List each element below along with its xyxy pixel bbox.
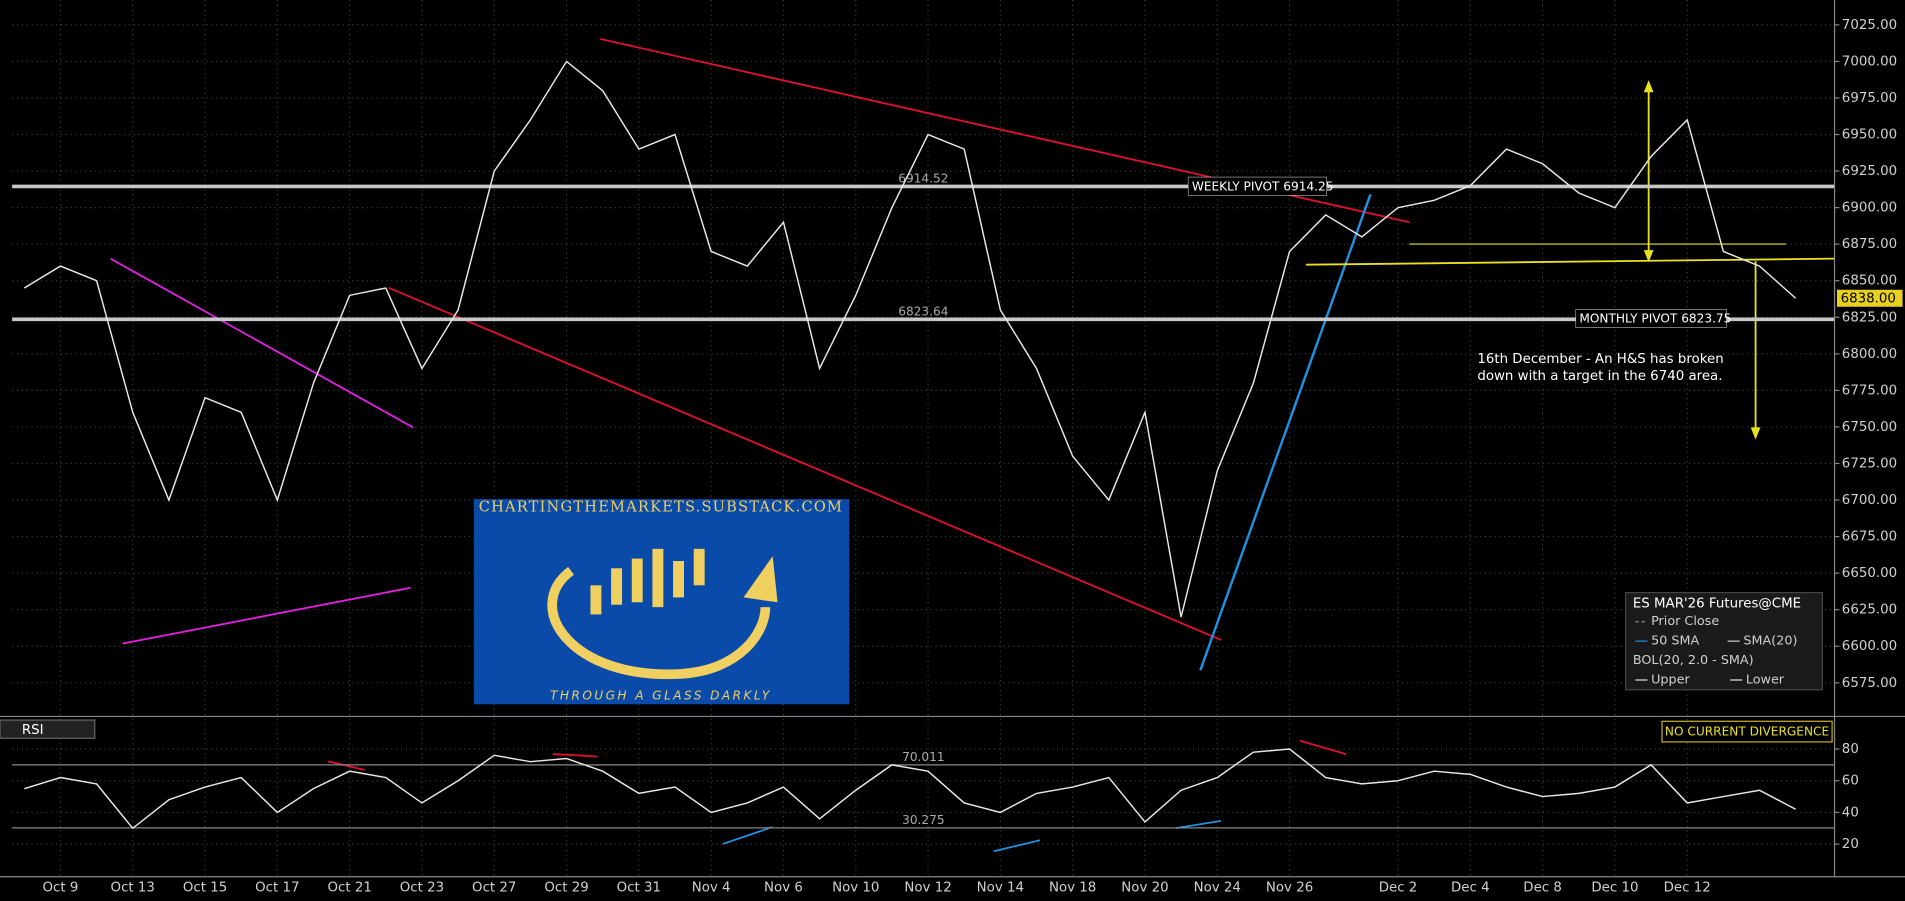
- y-tick-label: 60: [1842, 774, 1859, 789]
- y-tick-label: 6750.00: [1842, 420, 1897, 435]
- x-tick-label: Oct 29: [544, 881, 588, 896]
- logo: CHARTINGTHEMARKETS.SUBSTACK.COM THROUGH …: [473, 499, 850, 705]
- y-tick-label: 6650.00: [1842, 566, 1897, 581]
- level-label: 6914.52: [898, 172, 948, 186]
- y-tick-label: 6725.00: [1842, 456, 1897, 471]
- logo-arrow: [743, 556, 778, 603]
- y-tick-label: 6875.00: [1842, 237, 1897, 252]
- y-tick-label: 7025.00: [1842, 18, 1897, 33]
- grid: [12, 0, 1835, 877]
- x-tick-label: Nov 20: [1121, 881, 1168, 896]
- logo-swoosh: [547, 566, 771, 680]
- x-tick-label: Dec 4: [1451, 881, 1490, 896]
- divergence-line: [722, 826, 773, 845]
- logo-tagline: THROUGH A GLASS DARKLY: [550, 688, 772, 702]
- legend-item: BOL(20, 2.0 - SMA): [1633, 653, 1754, 668]
- level-label: 70.011: [902, 750, 944, 764]
- x-tick-label: Dec 12: [1664, 881, 1711, 896]
- y-tick-label: 6900.00: [1842, 201, 1897, 216]
- legend-item: Prior Close: [1651, 614, 1719, 629]
- trend-lines: [110, 37, 1835, 853]
- annotation: 16th December - An H&S has broken down w…: [1477, 350, 1724, 384]
- y-tick-label: 6850.00: [1842, 274, 1897, 289]
- last-value-box: [1836, 289, 1903, 307]
- pivot-label-box: [1187, 176, 1328, 196]
- x-tick-label: Nov 4: [692, 881, 731, 896]
- neckline: [1306, 257, 1835, 266]
- y-tick-label: 6575.00: [1842, 676, 1897, 691]
- logo-url: CHARTINGTHEMARKETS.SUBSTACK.COM: [479, 499, 843, 516]
- trend-line: [110, 257, 414, 429]
- legend-item: SMA(20): [1743, 634, 1797, 649]
- pivot-label-box: [1575, 309, 1727, 328]
- y-tick-label: 6675.00: [1842, 530, 1897, 545]
- trend-line: [122, 586, 411, 645]
- plot: Oct 9 Oct 13 Oct 15 Oct 17 Oct 21 Oct 23 Oct 2…: [0, 18, 1903, 896]
- level-label: 6823.64: [898, 304, 948, 318]
- x-tick-label: Dec 2: [1379, 881, 1418, 896]
- x-tick-label: Oct 17: [255, 881, 299, 896]
- pivot-label: MONTHLY PIVOT 6823.75: [1579, 312, 1731, 326]
- annotation-box: [1661, 720, 1833, 743]
- y-tick-label: 6700.00: [1842, 493, 1897, 508]
- x-tick-label: Oct 15: [183, 881, 227, 896]
- arrow-head: [1750, 427, 1761, 440]
- x-tick-label: Nov 18: [1049, 881, 1096, 896]
- x-tick-label: Dec 8: [1523, 881, 1562, 896]
- panel-title-box: [0, 719, 96, 739]
- trend-line: [1199, 193, 1372, 671]
- legend-item: Lower: [1746, 673, 1785, 688]
- x-tick-label: Nov 6: [764, 881, 803, 896]
- y-tick-label: 6925.00: [1842, 164, 1897, 179]
- x-tick-label: Oct 27: [472, 881, 516, 896]
- x-tick-label: Dec 10: [1591, 881, 1638, 896]
- divergence-line: [552, 753, 598, 758]
- legend-box: [1624, 591, 1823, 691]
- x-tick-label: Oct 31: [617, 881, 661, 896]
- y-tick-label: 80: [1842, 742, 1859, 757]
- annotation-text: NO CURRENT DIVERGENCE: [1665, 725, 1829, 739]
- logo-candles: [590, 548, 705, 615]
- divergence-line: [1299, 739, 1347, 755]
- divergence-line: [1175, 819, 1222, 830]
- y-tick-label: 6600.00: [1842, 639, 1897, 654]
- x-tick-label: Nov 14: [977, 881, 1024, 896]
- pivot-label: WEEKLY PIVOT 6914.25: [1192, 179, 1334, 193]
- legend-title: ES MAR'26 Futures@CME: [1633, 597, 1801, 612]
- legend-item: 50 SMA: [1651, 634, 1699, 649]
- arrow-head: [1643, 80, 1654, 93]
- x-tick-label: Oct 21: [327, 881, 371, 896]
- x-tick-label: Oct 23: [400, 881, 444, 896]
- y-tick-label: 40: [1842, 805, 1859, 820]
- y-tick-label: 6950.00: [1842, 128, 1897, 143]
- x-tick-label: Oct 13: [111, 881, 155, 896]
- y-tick-label: 20: [1842, 837, 1859, 852]
- panel-title: RSI: [22, 723, 44, 738]
- divergence-line: [993, 839, 1041, 853]
- arrow-head: [1643, 250, 1654, 263]
- x-tick-label: Nov 24: [1194, 881, 1241, 896]
- y-tick-label: 6800.00: [1842, 347, 1897, 362]
- x-tick-label: Oct 9: [43, 881, 79, 896]
- y-tick-label: 6825.00: [1842, 310, 1897, 325]
- y-tick-label: 6775.00: [1842, 383, 1897, 398]
- price-line: [23, 60, 1797, 618]
- annotation-text: 16th December - An H&S has broken down w…: [1477, 350, 1724, 384]
- legend-item: Upper: [1651, 673, 1690, 688]
- y-tick-label: 7000.00: [1842, 54, 1897, 69]
- x-tick-label: Nov 12: [904, 881, 951, 896]
- x-tick-label: Nov 10: [832, 881, 879, 896]
- y-tick-label: 6975.00: [1842, 91, 1897, 106]
- divergence-line: [327, 760, 365, 771]
- y-tick-label: 6625.00: [1842, 603, 1897, 618]
- last-value-label: 6838.00: [1841, 291, 1896, 306]
- trend-line: [388, 286, 1222, 641]
- rsi-line: [24, 748, 1796, 830]
- level-label: 30.275: [902, 813, 944, 827]
- x-tick-label: Nov 26: [1266, 881, 1313, 896]
